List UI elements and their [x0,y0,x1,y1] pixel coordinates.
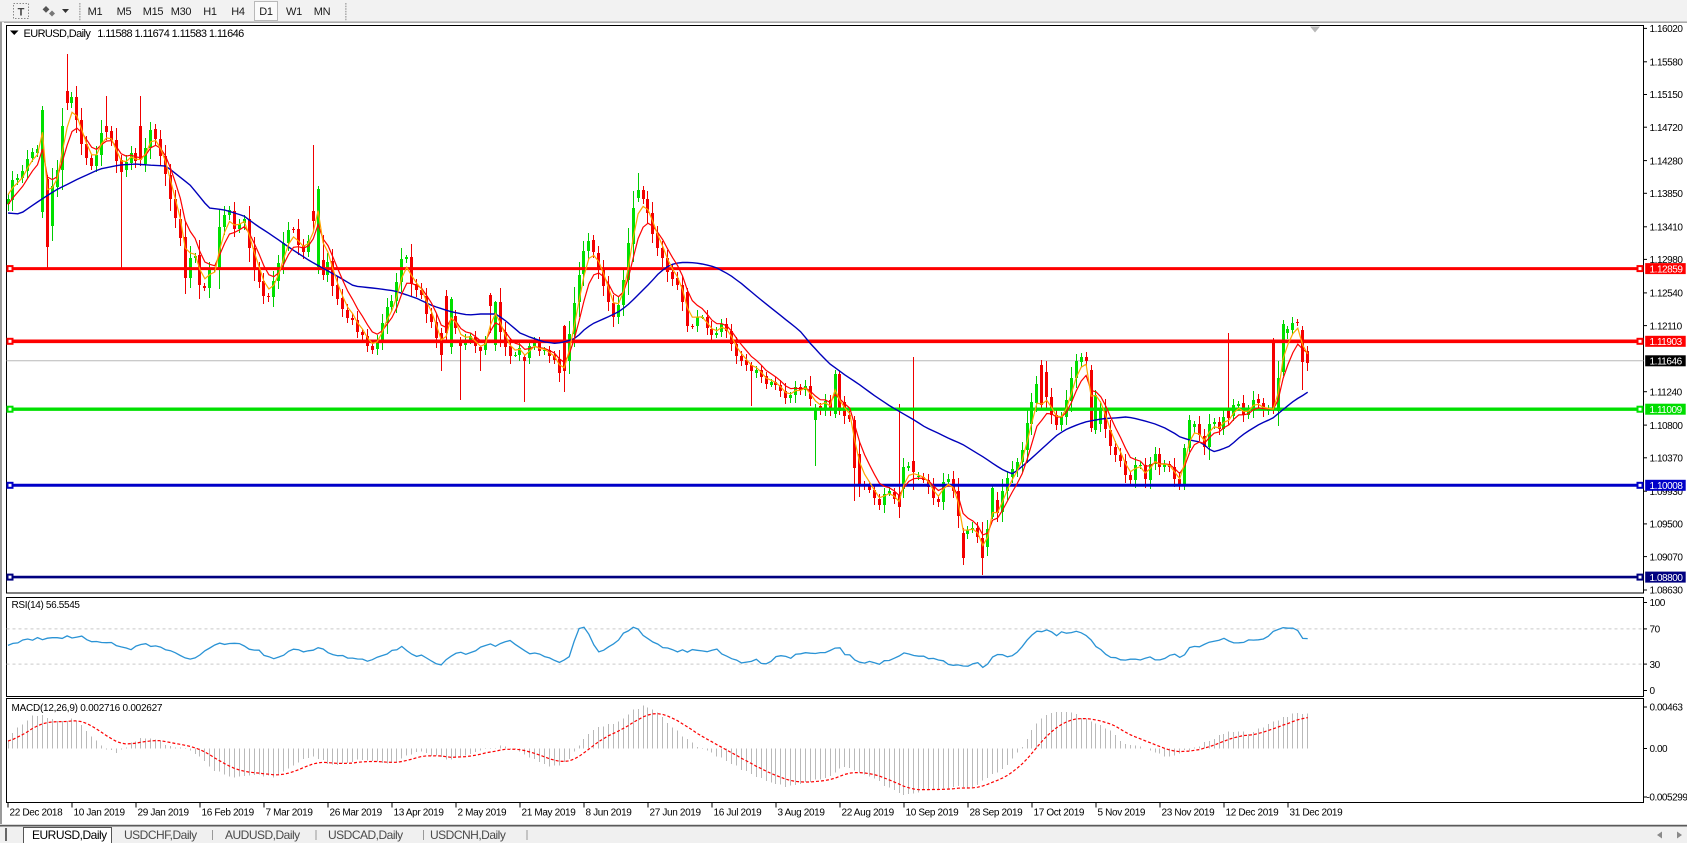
svg-text:1.14720: 1.14720 [1650,123,1684,134]
svg-text:27 Jun 2019: 27 Jun 2019 [650,808,702,819]
svg-text:22 Dec 2018: 22 Dec 2018 [10,808,64,819]
svg-text:EURUSD,Daily: EURUSD,Daily [32,828,107,842]
svg-text:RSI(14) 56.5545: RSI(14) 56.5545 [12,600,81,611]
svg-text:M1: M1 [88,6,103,18]
svg-text:1.16020: 1.16020 [1650,24,1684,35]
svg-text:8 Jun 2019: 8 Jun 2019 [586,808,633,819]
svg-text:26 Mar 2019: 26 Mar 2019 [330,808,383,819]
svg-text:10 Jan 2019: 10 Jan 2019 [74,808,126,819]
svg-text:1.13410: 1.13410 [1650,223,1684,234]
svg-text:70: 70 [1650,625,1661,636]
svg-text:H1: H1 [203,6,217,18]
svg-text:1.10800: 1.10800 [1650,421,1684,432]
svg-text:2 May 2019: 2 May 2019 [458,808,508,819]
svg-text:7 Mar 2019: 7 Mar 2019 [266,808,314,819]
svg-text:D1: D1 [259,6,273,18]
svg-text:1.12540: 1.12540 [1650,289,1684,300]
svg-text:12 Dec 2019: 12 Dec 2019 [1226,808,1280,819]
svg-text:1.11903: 1.11903 [1650,337,1683,348]
svg-text:-0.005299: -0.005299 [1647,793,1687,804]
svg-text:MACD(12,26,9) 0.002716 0.00262: MACD(12,26,9) 0.002716 0.002627 [12,703,163,714]
svg-text:USDCNH,Daily: USDCNH,Daily [430,828,506,842]
svg-text:10 Sep 2019: 10 Sep 2019 [906,808,960,819]
svg-text:1.08630: 1.08630 [1650,586,1684,597]
svg-text:1.15150: 1.15150 [1650,90,1684,101]
svg-text:1.12110: 1.12110 [1650,321,1683,332]
svg-text:USDCAD,Daily: USDCAD,Daily [328,828,403,842]
svg-text:31 Dec 2019: 31 Dec 2019 [1290,808,1344,819]
svg-text:1.08800: 1.08800 [1650,573,1684,584]
svg-text:1.10008: 1.10008 [1650,481,1684,492]
svg-text:1.11240: 1.11240 [1650,387,1683,398]
svg-text:0: 0 [1650,686,1656,697]
svg-text:USDCHF,Daily: USDCHF,Daily [124,828,197,842]
svg-text:H4: H4 [231,6,245,18]
svg-text:1.09070: 1.09070 [1650,552,1684,563]
svg-text:21 May 2019: 21 May 2019 [522,808,577,819]
svg-text:M15: M15 [143,6,164,18]
svg-text:M30: M30 [171,6,192,18]
svg-text:1.15580: 1.15580 [1650,58,1684,69]
svg-text:W1: W1 [286,6,302,18]
svg-text:1.13850: 1.13850 [1650,189,1684,200]
svg-text:T: T [18,7,25,19]
svg-text:3 Aug 2019: 3 Aug 2019 [778,808,826,819]
svg-text:16 Jul 2019: 16 Jul 2019 [714,808,763,819]
svg-text:30: 30 [1650,660,1661,671]
svg-text:22 Aug 2019: 22 Aug 2019 [842,808,895,819]
svg-text:0.00463: 0.00463 [1650,703,1684,714]
svg-text:M5: M5 [117,6,132,18]
svg-text:1.09500: 1.09500 [1650,520,1684,531]
svg-text:1.11009: 1.11009 [1650,405,1683,416]
svg-text:1.12859: 1.12859 [1650,264,1684,275]
svg-text:13 Apr 2019: 13 Apr 2019 [394,808,445,819]
svg-text:MN: MN [314,6,331,18]
svg-text:16 Feb 2019: 16 Feb 2019 [202,808,255,819]
svg-text:5 Nov 2019: 5 Nov 2019 [1098,808,1146,819]
svg-text:100: 100 [1650,598,1666,609]
svg-text:1.11646: 1.11646 [1650,357,1683,368]
svg-text:28 Sep 2019: 28 Sep 2019 [970,808,1024,819]
svg-text:23 Nov 2019: 23 Nov 2019 [1162,808,1216,819]
svg-text:17 Oct 2019: 17 Oct 2019 [1034,808,1085,819]
svg-text:1.10370: 1.10370 [1650,454,1684,465]
svg-text:29 Jan 2019: 29 Jan 2019 [138,808,190,819]
svg-text:0.00: 0.00 [1650,744,1669,755]
svg-text:AUDUSD,Daily: AUDUSD,Daily [225,828,300,842]
svg-text:1.14280: 1.14280 [1650,156,1684,167]
